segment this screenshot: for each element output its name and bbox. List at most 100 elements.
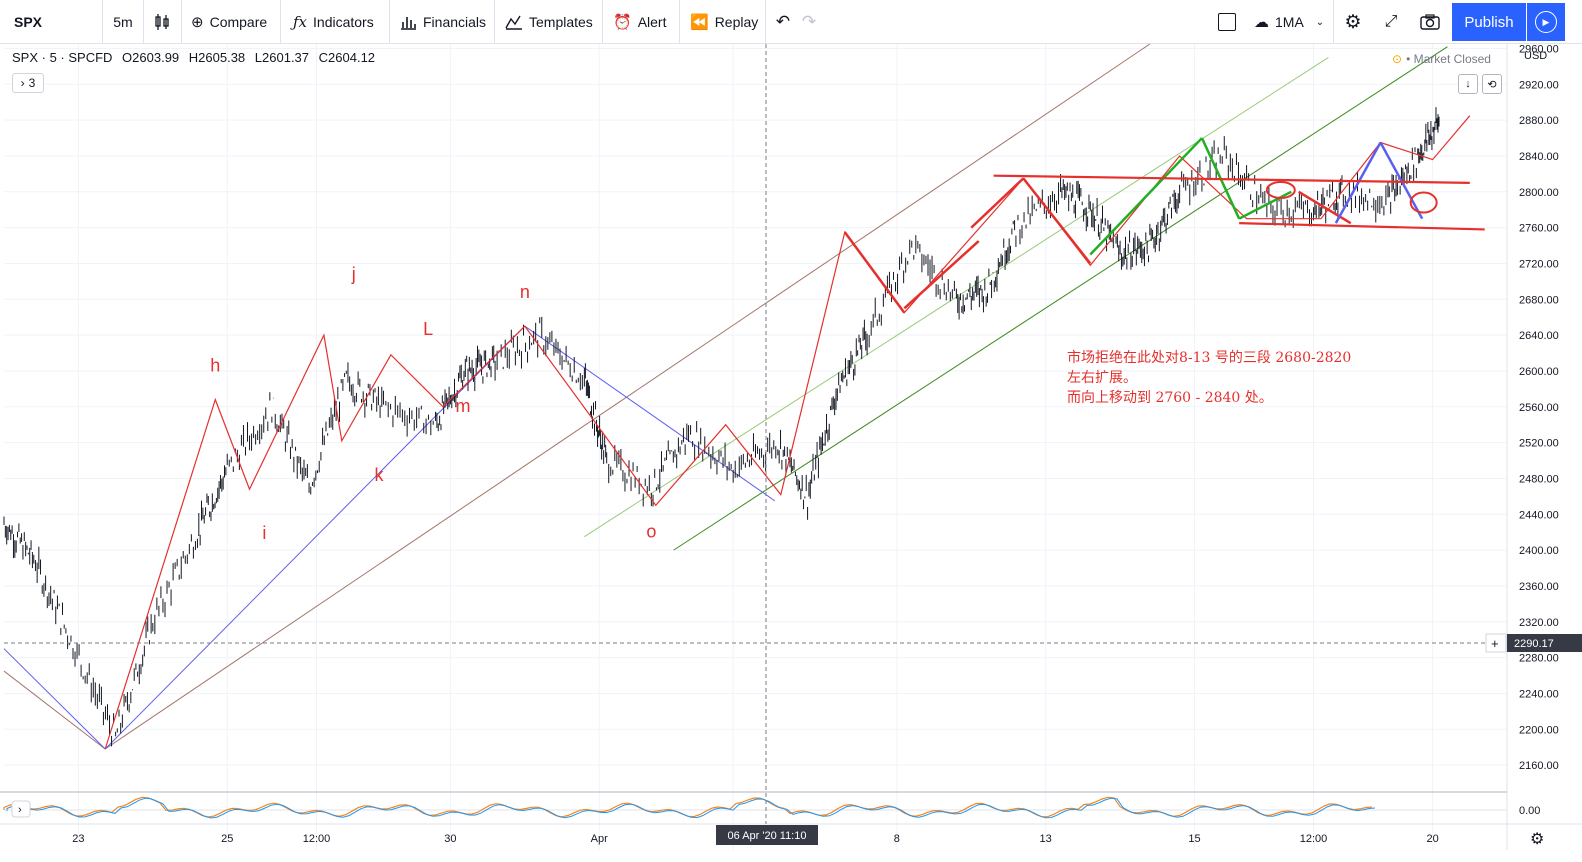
time-tick-label: 8 (894, 833, 900, 845)
crosshair-price-tag (1507, 634, 1582, 652)
fullscreen-icon[interactable]: ⤢ (1384, 13, 1398, 30)
replay-label: Replay (714, 14, 759, 30)
price-tick-label: 2640.00 (1519, 330, 1559, 342)
annotation-text-line: 市场拒绝在此处对8-13 号的三段 2680-2820 (1067, 349, 1351, 366)
time-tick-label: 30 (444, 833, 456, 845)
chevron-right-icon: › (20, 76, 25, 90)
chevron-down-icon: ⌄ (1315, 16, 1325, 28)
financials-button[interactable]: Financials (390, 0, 495, 44)
time-tick-label: 15 (1188, 833, 1200, 845)
indicators-button[interactable]: ƒx Indicators (281, 0, 390, 44)
wave-label-o: o (646, 521, 656, 541)
price-tick-label: 2360.00 (1519, 581, 1559, 593)
wave-red-thick-line (970, 177, 1025, 229)
layout-button[interactable] (1214, 0, 1240, 44)
refresh-icon: ⟲ (1487, 78, 1497, 91)
price-tick-label: 2200.00 (1519, 724, 1559, 736)
price-tick-label: 2880.00 (1519, 115, 1559, 127)
chevron-right-icon: › (18, 804, 22, 816)
publish-button[interactable]: Publish (1452, 3, 1526, 41)
wave-blue-thick-line (1334, 141, 1382, 224)
wave-label-h: h (210, 356, 220, 376)
play-button[interactable]: ▶ (1527, 3, 1565, 41)
price-scale-reset-button[interactable]: ⟲ (1482, 74, 1502, 94)
play-icon: ▶ (1535, 11, 1557, 33)
legend-toggle-button[interactable]: › 3 (12, 73, 44, 93)
price-tick-label: 2960.00 (1519, 43, 1559, 55)
templates-button[interactable]: Templates (495, 0, 603, 44)
price-tick-label: 2240.00 (1519, 688, 1559, 700)
time-tick-label: 12:00 (1300, 833, 1328, 845)
price-scale-down-button[interactable]: ↓ (1458, 74, 1478, 94)
price-tick-label: 2760.00 (1519, 223, 1559, 235)
crosshair-time-tag (716, 825, 818, 845)
replay-button[interactable]: ⏪ Replay (680, 0, 766, 44)
function-icon: ƒx (293, 13, 308, 31)
gear-icon[interactable]: ⚙ (1344, 11, 1362, 33)
price-tick-label: 2800.00 (1519, 187, 1559, 199)
channel-green-line (673, 46, 1448, 551)
square-icon (1218, 13, 1236, 31)
templates-label: Templates (529, 14, 593, 30)
alert-button[interactable]: ⏰ Alert (603, 0, 680, 44)
wave-label-i: i (262, 523, 266, 543)
add-alert-button (1485, 633, 1507, 653)
symbol-search[interactable]: SPX (0, 0, 103, 44)
wave-label-L: L (423, 319, 433, 339)
crosshair-time-label: 06 Apr '20 11:10 (728, 830, 807, 842)
chart-style-button[interactable] (143, 0, 182, 44)
support-level-line (1239, 222, 1485, 231)
price-tick-label: 2320.00 (1519, 617, 1559, 629)
rewind-icon: ⏪ (690, 14, 709, 31)
annotation-text-line: 左右扩展。 (1067, 370, 1137, 386)
interval-button[interactable]: 5m (103, 0, 144, 44)
legend-open: O2603.99 (122, 50, 180, 65)
price-tick-label: 2720.00 (1519, 258, 1559, 270)
snapshot-button[interactable] (1416, 0, 1444, 44)
alert-label: Alert (637, 14, 667, 30)
price-tick-label: 2840.00 (1519, 151, 1559, 163)
legend-high: H2605.38 (188, 50, 246, 65)
legend-low: L2601.37 (254, 50, 310, 65)
time-tick-label: 20 (1426, 833, 1438, 845)
wave-blue-line (3, 648, 106, 750)
wave-red-thick-line (903, 240, 980, 310)
currency-label: USD (1524, 50, 1548, 62)
clock-icon: ⊙ (1392, 52, 1403, 66)
market-status: ⊙ • Market Closed (1392, 52, 1491, 66)
highlight-ellipse (1265, 181, 1296, 200)
legend-close: C2604.12 (318, 50, 376, 65)
cloud-icon: ☁ (1254, 14, 1269, 31)
time-tick-label: 25 (221, 833, 233, 845)
time-tick-label: Apr (591, 833, 608, 845)
wave-blue-thick-line (1379, 141, 1424, 220)
highlight-ellipse (1409, 191, 1438, 214)
wave-green-line (1238, 190, 1292, 220)
plus-circle-icon: ⊕ (191, 14, 204, 31)
wave-blue-line (104, 325, 526, 750)
compare-label: Compare (209, 14, 268, 30)
indicator-count: 3 (28, 76, 36, 90)
alarm-clock-icon: ⏰ (613, 14, 632, 31)
crosshair-price-label: 2290.17 (1514, 638, 1554, 650)
undo-icon[interactable]: ↶ (775, 12, 791, 31)
price-tick-label: 2160.00 (1519, 760, 1559, 772)
candles-icon (155, 14, 169, 30)
oscillator-macd-line (6, 797, 1376, 819)
compare-button[interactable]: ⊕ Compare (181, 0, 281, 44)
wave-red-thick-line (843, 231, 906, 314)
publish-label: Publish (1464, 13, 1514, 31)
price-tick-label: 2440.00 (1519, 509, 1559, 521)
top-toolbar: SPX 5m ⊕ Compare ƒx Indicators Financials … (0, 0, 1582, 44)
price-tick-label: 2560.00 (1519, 402, 1559, 414)
price-tick-label: 2680.00 (1519, 294, 1559, 306)
redo-icon[interactable]: ↷ (801, 12, 817, 31)
wave-label-j: j (351, 264, 356, 284)
layout-name-button[interactable]: ☁ 1MA ⌄ (1248, 0, 1334, 44)
channel-brown-line (104, 43, 1151, 750)
camera-icon (1420, 14, 1440, 30)
axis-gear-icon: ⚙ (1530, 831, 1544, 848)
wave-red-thick-line (1298, 190, 1352, 225)
oscillator-collapse-button (11, 800, 31, 818)
